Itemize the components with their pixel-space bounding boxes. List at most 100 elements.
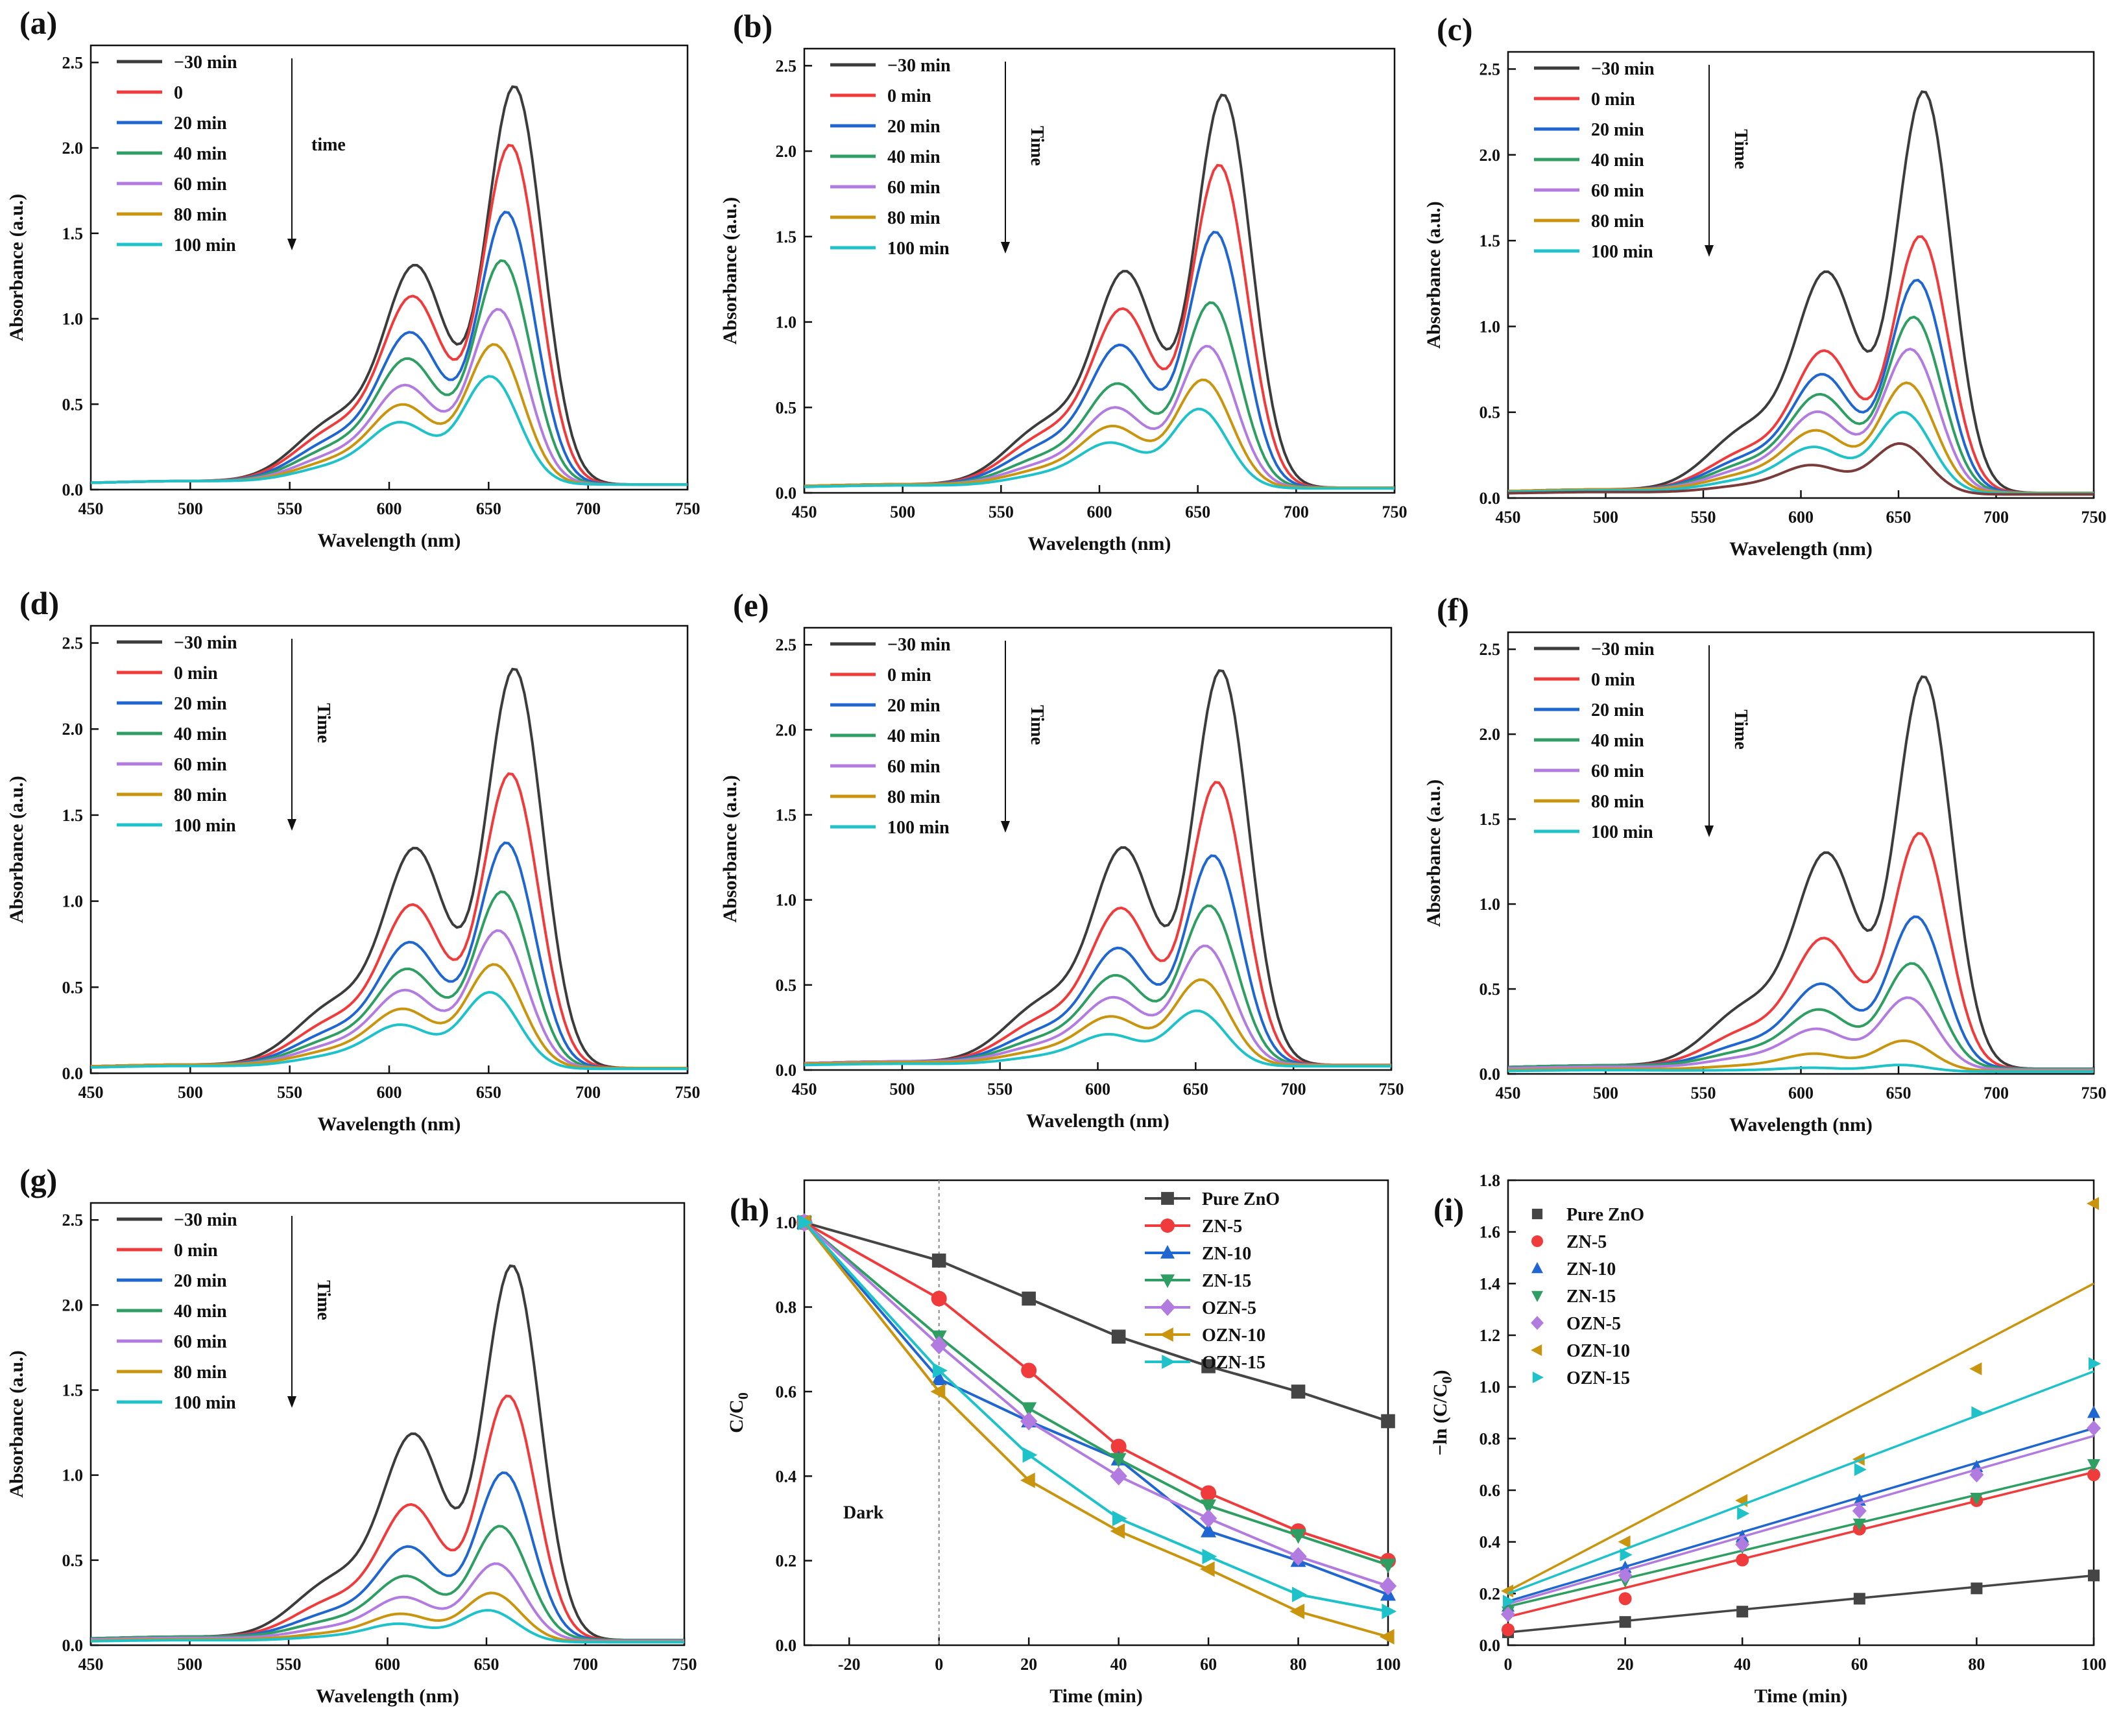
- data-point: [930, 1335, 948, 1355]
- y-tick-label: 0.0: [776, 1636, 797, 1655]
- x-tick-label: 600: [1085, 1080, 1110, 1099]
- legend-marker: [1531, 1344, 1542, 1356]
- x-tick-label: 700: [1284, 503, 1309, 521]
- x-tick-label: 550: [277, 1083, 302, 1102]
- y-tick-label: 1.5: [776, 228, 797, 246]
- legend-label: 20 min: [174, 1271, 227, 1291]
- chart-panel-e: 450 500 550 600 650 700 750 0.0 0.5 1.0 1.5 2.0 2.5 W…: [719, 587, 1404, 1132]
- fit-line: [1507, 1471, 2094, 1618]
- series-line: [1507, 347, 2094, 495]
- y-tick-label: 2.5: [776, 56, 797, 75]
- legend-label: 60 min: [174, 174, 227, 195]
- plot-frame: [90, 1202, 686, 1647]
- x-tick-label: 600: [375, 1655, 400, 1674]
- y-tick-label: 0.2: [776, 1552, 797, 1571]
- y-tick-label: 1.2: [1480, 1326, 1501, 1345]
- x-tick-label: 550: [1691, 508, 1716, 527]
- y-axis-title-sub: 0: [735, 1392, 751, 1399]
- series-line: [90, 890, 688, 1069]
- x-tick-label: 650: [1185, 503, 1210, 521]
- legend-label: −30 min: [1591, 639, 1655, 660]
- series-line: [804, 407, 1395, 490]
- data-point: [1503, 1595, 1515, 1608]
- y-tick-label: 0.5: [62, 1551, 84, 1570]
- series-line: [90, 375, 688, 486]
- y-tick-label: 1.0: [776, 1213, 797, 1232]
- chart-panel-b: 450 500 550 600 650 700 750 0.0 0.5 1.0 1.5 2.0 2.5 W…: [719, 8, 1408, 554]
- panel-label: (d): [19, 585, 59, 621]
- legend-label: 20 min: [174, 113, 227, 134]
- fit-line: [1507, 1282, 2094, 1592]
- panel-label: (c): [1437, 11, 1473, 47]
- legend-label: 60 min: [887, 178, 941, 198]
- data-point: [1201, 1485, 1217, 1501]
- y-axis-title: Absorbance (a.u.): [6, 1350, 27, 1498]
- series-line: [90, 343, 688, 486]
- legend-label: OZN-10: [1566, 1341, 1630, 1361]
- series-line: [90, 307, 688, 486]
- x-tick-label: 60: [1851, 1655, 1868, 1674]
- data-point: [1110, 1466, 1127, 1486]
- x-axis-title: Time (min): [1049, 1685, 1143, 1707]
- legend-label: 20 min: [1591, 700, 1644, 720]
- legend-label: 40 min: [1591, 150, 1644, 171]
- legend-marker: [1162, 1355, 1176, 1369]
- fit-line: [1507, 1427, 2094, 1602]
- series-line: [1507, 410, 2094, 495]
- x-tick-label: 550: [987, 1080, 1013, 1099]
- y-axis-title: Absorbance (a.u.): [6, 194, 27, 342]
- fit-line: [1507, 1370, 2094, 1595]
- series-line: [90, 841, 688, 1069]
- x-tick-label: 500: [177, 1655, 202, 1674]
- data-point: [2087, 1420, 2101, 1436]
- x-tick-label: 100: [2081, 1655, 2107, 1674]
- plot-frame: [1507, 51, 2095, 499]
- x-tick-label: 500: [889, 1080, 915, 1099]
- data-point: [1291, 1385, 1306, 1399]
- legend-label: 80 min: [174, 1362, 227, 1383]
- data-point: [1737, 1506, 1750, 1520]
- y-tick-label: 1.0: [1480, 317, 1501, 336]
- x-tick-label: -20: [838, 1655, 861, 1674]
- time-arrow-head: [287, 1396, 296, 1408]
- data-point: [1290, 1528, 1306, 1544]
- data-point: [1501, 1584, 1513, 1598]
- x-tick-label: 500: [178, 1083, 203, 1102]
- chart-panel-f: 450 500 550 600 650 700 750 0.0 0.5 1.0 1.5 2.0 2.5 W…: [1423, 591, 2107, 1136]
- series-line: [1507, 996, 2094, 1071]
- y-tick-label: 1.5: [1480, 810, 1501, 829]
- chart-panel-g: 450 500 550 600 650 700 750 0.0 0.5 1.0 1.5 2.0 2.5 W…: [6, 1162, 697, 1707]
- legend-label: 0 min: [887, 86, 931, 106]
- y-tick-label: 0.4: [776, 1467, 797, 1486]
- y-tick-label: 0.0: [62, 1064, 84, 1083]
- y-tick-label: 1.8: [1480, 1171, 1501, 1190]
- x-tick-label: 500: [178, 499, 203, 518]
- y-tick-label: 1.0: [776, 313, 797, 332]
- data-point: [1501, 1606, 1515, 1623]
- y-tick-label: 0.0: [62, 1636, 84, 1655]
- series-line: [90, 259, 688, 486]
- y-tick-label: 0.5: [1480, 403, 1501, 422]
- series-line: [804, 978, 1391, 1067]
- y-tick-label: 1.0: [1480, 1378, 1501, 1397]
- legend-label: −30 min: [887, 635, 951, 655]
- y-tick-label: 0.0: [62, 481, 84, 499]
- legend-label: 0 min: [1591, 89, 1635, 110]
- legend-label: Pure ZnO: [1202, 1189, 1280, 1209]
- x-tick-label: 550: [277, 499, 302, 518]
- x-tick-label: 100: [1376, 1655, 1401, 1674]
- y-tick-label: 0.8: [776, 1298, 797, 1317]
- series-line: [804, 301, 1395, 490]
- panel-label: (e): [733, 587, 769, 623]
- x-tick-label: 450: [1496, 508, 1521, 527]
- series-line: [1507, 442, 2094, 496]
- legend-label: ZN-10: [1566, 1259, 1616, 1279]
- y-tick-label: 2.5: [1480, 640, 1501, 659]
- x-tick-label: 450: [792, 503, 817, 521]
- x-tick-label: 700: [1983, 1084, 2009, 1102]
- time-label: time: [311, 135, 346, 155]
- time-label: Time: [1027, 126, 1047, 166]
- data-point: [2088, 1569, 2100, 1582]
- time-label: Time: [1731, 129, 1751, 169]
- legend-label: 80 min: [887, 208, 941, 228]
